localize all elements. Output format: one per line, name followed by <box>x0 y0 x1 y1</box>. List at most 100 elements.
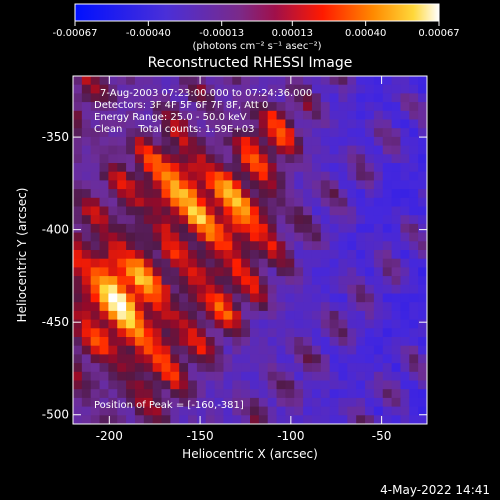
heatmap-cell <box>170 406 180 416</box>
heatmap-cell <box>409 163 419 173</box>
heatmap-cell <box>285 267 295 277</box>
heatmap-cell <box>205 180 216 190</box>
heatmap-cell <box>99 154 109 164</box>
heatmap-cell <box>311 345 322 355</box>
heatmap-cell <box>90 215 101 225</box>
heatmap-cell <box>329 145 340 155</box>
heatmap-cell <box>205 232 216 242</box>
heatmap-cell <box>134 136 145 147</box>
heatmap-cell <box>320 76 331 86</box>
heatmap-cell <box>365 389 375 399</box>
heatmap-cell <box>188 389 198 399</box>
heatmap-cell <box>347 241 357 251</box>
heatmap-cell <box>99 189 109 199</box>
heatmap-cell <box>223 293 233 303</box>
heatmap-cell <box>73 310 83 321</box>
heatmap-cell <box>250 119 260 129</box>
heatmap-cell <box>241 337 251 347</box>
heatmap-cell <box>303 232 313 242</box>
heatmap-cell <box>126 389 136 399</box>
heatmap-cell <box>258 284 269 295</box>
heatmap-cell <box>409 258 419 268</box>
heatmap-cell <box>90 84 101 94</box>
colorbar-units-label: (photons cm⁻² s⁻¹ asec⁻²) <box>192 41 321 52</box>
heatmap-cell <box>241 302 251 312</box>
heatmap-cell <box>108 223 118 234</box>
heatmap-cell <box>232 171 242 181</box>
heatmap-cell <box>347 328 357 338</box>
heatmap-cell <box>329 354 340 364</box>
heatmap-cell <box>134 380 145 390</box>
heatmap-cell <box>161 406 171 416</box>
heatmap-cell <box>250 406 260 416</box>
heatmap-cell <box>143 354 154 364</box>
heatmap-cell <box>356 180 366 190</box>
heatmap-cell <box>214 354 225 364</box>
heatmap-cell <box>152 93 163 103</box>
heatmap-cell <box>117 406 127 416</box>
heatmap-cell <box>294 206 304 216</box>
heatmap-cell <box>143 84 154 94</box>
heatmap-cell <box>338 102 348 112</box>
heatmap-cell <box>400 197 410 208</box>
heatmap-cell <box>232 258 242 268</box>
heatmap-cell <box>188 180 198 190</box>
heatmap-cell <box>365 319 375 329</box>
annotation-block: 7-Aug-2003 07:23:00.000 to 07:24:36.000 … <box>94 88 312 411</box>
heatmap-cell <box>311 84 322 94</box>
heatmap-cell <box>338 232 348 242</box>
heatmap-cell <box>90 232 101 242</box>
heatmap-cell <box>241 258 251 268</box>
heatmap-cell <box>134 328 145 338</box>
heatmap-cell <box>134 363 145 373</box>
heatmap-cell <box>108 241 118 251</box>
heatmap-cell <box>338 302 348 312</box>
heatmap-cell <box>267 293 278 303</box>
heatmap-cell <box>329 406 340 416</box>
heatmap-cell <box>81 363 92 373</box>
heatmap-cell <box>117 206 127 216</box>
heatmap-cell <box>90 337 101 347</box>
heatmap-cell <box>258 250 269 260</box>
heatmap-cell <box>196 128 207 138</box>
heatmap-cell <box>223 93 233 103</box>
heatmap-cell <box>152 328 163 338</box>
heatmap-cell <box>400 363 410 373</box>
heatmap-cell <box>223 363 233 373</box>
heatmap-cell <box>276 276 286 286</box>
heatmap-cell <box>267 232 278 242</box>
heatmap-cell <box>409 293 419 303</box>
heatmap-cell <box>285 154 295 164</box>
heatmap-cell <box>418 406 427 416</box>
heatmap-cell <box>382 215 393 225</box>
heatmap-cell <box>161 145 171 155</box>
heatmap-cell <box>241 415 251 424</box>
heatmap-cell <box>347 145 357 155</box>
heatmap-cell <box>126 354 136 364</box>
heatmap-cell <box>409 380 419 390</box>
heatmap-cell <box>285 389 295 399</box>
heatmap-cell <box>143 310 154 321</box>
heatmap-cell <box>232 119 242 129</box>
heatmap-cell <box>418 250 427 260</box>
heatmap-cell <box>205 319 216 329</box>
heatmap-cell <box>285 163 295 173</box>
heatmap-cell <box>338 197 348 208</box>
heatmap-cell <box>347 363 357 373</box>
heatmap-cell <box>409 197 419 208</box>
heatmap-cell <box>188 171 198 181</box>
heatmap-cell <box>232 163 242 173</box>
heatmap-cell <box>285 276 295 286</box>
heatmap-cell <box>152 389 163 399</box>
heatmap-cell <box>329 189 340 199</box>
heatmap-cell <box>294 337 304 347</box>
heatmap-cell <box>391 215 402 225</box>
colorbar: -0.00067 -0.00040 -0.00013 0.00013 0.00040 0.… <box>53 3 460 52</box>
heatmap-cell <box>179 223 189 234</box>
heatmap-cell <box>391 354 402 364</box>
heatmap-cell <box>285 241 295 251</box>
heatmap-cell <box>276 363 286 373</box>
heatmap-cell <box>152 406 163 416</box>
heatmap-cell <box>73 180 83 190</box>
heatmap-cell <box>81 258 92 268</box>
